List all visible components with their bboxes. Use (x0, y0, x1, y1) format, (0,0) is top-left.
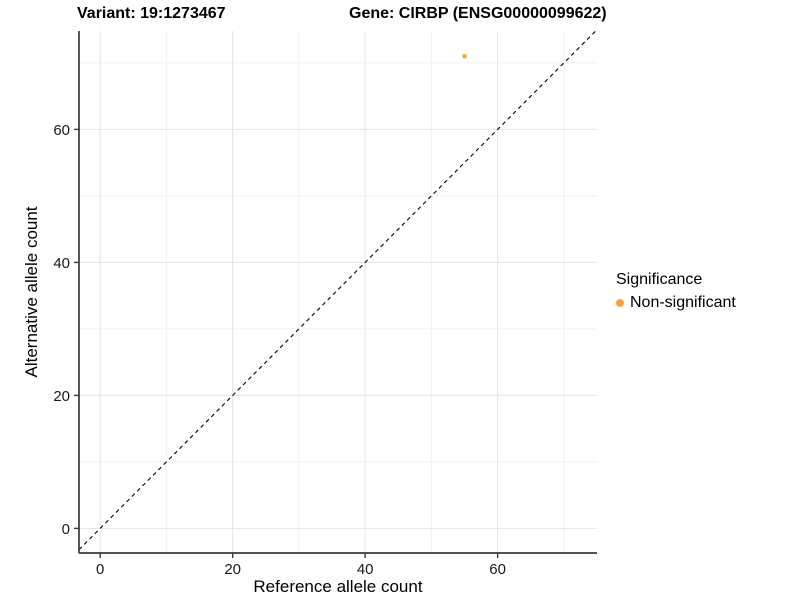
variant-title: Variant: 19:1273467 (77, 5, 226, 22)
y-tick-label: 40 (53, 255, 70, 272)
legend-point-icon (616, 299, 624, 307)
x-tick-label: 20 (224, 561, 241, 578)
legend: Significance Non-significant (616, 270, 736, 313)
y-tick-label: 60 (53, 122, 70, 139)
x-tick-label: 0 (96, 561, 104, 578)
y-tick-label: 0 (62, 521, 70, 538)
legend-item-label: Non-significant (630, 294, 736, 311)
x-tick-label: 60 (489, 561, 506, 578)
y-tick-label: 20 (53, 388, 70, 405)
identity-line (78, 30, 597, 551)
y-axis-title: Alternative allele count (22, 206, 41, 377)
x-axis-title: Reference allele count (253, 577, 422, 596)
legend-item-non-significant: Non-significant (616, 293, 736, 313)
legend-title: Significance (616, 271, 703, 288)
data-point (462, 53, 467, 59)
gene-title: Gene: CIRBP (ENSG00000099622) (349, 5, 607, 22)
x-tick-label: 40 (357, 561, 374, 578)
